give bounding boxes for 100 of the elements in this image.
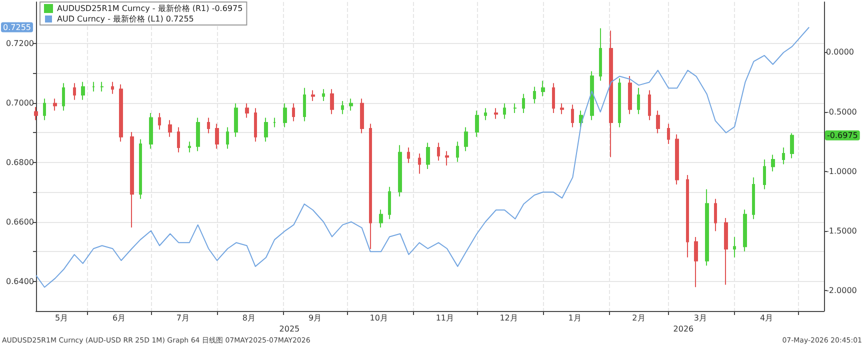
candlestick bbox=[388, 186, 391, 220]
candlestick bbox=[330, 88, 334, 115]
candlestick bbox=[503, 102, 506, 120]
candlestick bbox=[579, 110, 583, 128]
x-tick-label: 11月 bbox=[436, 314, 454, 322]
candlestick bbox=[533, 86, 536, 104]
candlestick bbox=[34, 106, 38, 121]
candlestick bbox=[264, 117, 268, 142]
x-tick-label: 2月 bbox=[632, 314, 646, 322]
candlestick bbox=[188, 141, 191, 153]
candlestick bbox=[618, 78, 621, 128]
candlestick bbox=[494, 108, 498, 120]
candlestick bbox=[571, 104, 574, 128]
candlestick bbox=[426, 142, 430, 170]
candlestick bbox=[100, 81, 104, 92]
y2-tick-label: -0.5000 bbox=[826, 107, 857, 116]
x-tick-label: 3月 bbox=[694, 314, 708, 322]
y-tick-label: 0.6400 bbox=[6, 276, 34, 286]
candlestick bbox=[724, 217, 728, 286]
candlestick bbox=[705, 188, 709, 266]
line-series bbox=[36, 26, 810, 288]
candlestick bbox=[656, 110, 660, 134]
candlestick bbox=[158, 112, 161, 130]
candlestick bbox=[292, 102, 295, 122]
candlestick bbox=[599, 28, 602, 82]
y-tick-label: 0.6600 bbox=[6, 217, 34, 226]
candlestick bbox=[464, 126, 468, 152]
text: -0.6975 bbox=[827, 130, 858, 140]
y2-tick-label: -1.0000 bbox=[826, 166, 857, 176]
y-tick-label: 0.6800 bbox=[6, 158, 34, 167]
candlestick bbox=[149, 112, 153, 150]
candlestick bbox=[484, 108, 487, 121]
candlestick bbox=[733, 236, 736, 258]
candlestick bbox=[675, 134, 679, 186]
x-tick-label: 8月 bbox=[242, 314, 256, 322]
x-tick-label: 5月 bbox=[55, 314, 68, 322]
candlestick bbox=[43, 98, 46, 121]
candlestick bbox=[513, 102, 517, 114]
x-tick-label: 6月 bbox=[112, 314, 126, 322]
candlestick bbox=[360, 98, 364, 134]
text: 2026 bbox=[673, 324, 694, 334]
x-tick-label: 12月 bbox=[500, 314, 518, 322]
candlestick bbox=[207, 117, 210, 134]
candlestick bbox=[771, 154, 775, 172]
candlestick bbox=[648, 90, 651, 121]
y2-tick-label: -2.0000 bbox=[826, 286, 857, 296]
text: 0.7255 bbox=[3, 22, 31, 32]
candlestick bbox=[311, 90, 315, 102]
candlestick bbox=[541, 80, 545, 97]
candlestick bbox=[628, 75, 632, 115]
x-tick-label: 9月 bbox=[308, 314, 322, 322]
candlestick bbox=[379, 209, 383, 228]
candlestick bbox=[349, 98, 353, 112]
candlestick bbox=[407, 147, 410, 164]
candlestick bbox=[341, 100, 344, 115]
text: 2025 bbox=[279, 324, 300, 334]
candlestick bbox=[782, 147, 785, 165]
candlestick bbox=[790, 132, 794, 159]
candlestick bbox=[234, 102, 238, 138]
candlestick bbox=[437, 142, 440, 162]
candlestick bbox=[196, 117, 200, 152]
candlestick bbox=[552, 82, 555, 114]
candlestick bbox=[590, 70, 594, 121]
x-tick-label: 1月 bbox=[568, 314, 582, 322]
candlestick bbox=[226, 126, 229, 150]
candlestick bbox=[667, 123, 670, 144]
y-tick-label: 0.7200 bbox=[6, 39, 34, 48]
legend-label: AUDUSD25R1M Curncy - 最新价格 (R1) -0.6975 bbox=[57, 4, 243, 13]
candlestick bbox=[303, 87, 306, 122]
candlestick bbox=[177, 126, 180, 153]
candlestick bbox=[637, 87, 640, 115]
candlestick bbox=[168, 120, 172, 138]
candlestick bbox=[752, 176, 755, 220]
candlestick bbox=[73, 82, 76, 100]
candlestick bbox=[245, 102, 249, 118]
x-tick-label: 7月 bbox=[176, 314, 190, 322]
candlestick bbox=[445, 150, 449, 166]
candlestick bbox=[215, 123, 219, 150]
legend-label: AUD Curncy - 最新价格 (L1) 0.7255 bbox=[57, 14, 194, 24]
y2-tick-label: 0.0000 bbox=[826, 48, 854, 57]
candlestick bbox=[560, 102, 564, 115]
candlestick bbox=[369, 123, 372, 250]
candlestick bbox=[254, 108, 257, 142]
candlestick bbox=[398, 144, 402, 197]
candlestick bbox=[763, 158, 766, 190]
candlestick bbox=[322, 88, 325, 102]
candlestick bbox=[81, 81, 85, 100]
candlestick bbox=[714, 198, 717, 232]
candlestick bbox=[686, 174, 689, 258]
y-tick-label: 0.7000 bbox=[6, 98, 34, 108]
candlestick bbox=[283, 102, 287, 128]
candlestick bbox=[273, 117, 276, 128]
candlestick bbox=[694, 236, 698, 288]
candlestick bbox=[522, 93, 525, 114]
y2-tick-label: -1.5000 bbox=[826, 226, 857, 236]
candlestick bbox=[475, 110, 479, 138]
candlestick bbox=[62, 82, 65, 112]
candlestick bbox=[92, 81, 95, 92]
candlestick bbox=[111, 81, 114, 94]
candlestick bbox=[119, 84, 123, 142]
